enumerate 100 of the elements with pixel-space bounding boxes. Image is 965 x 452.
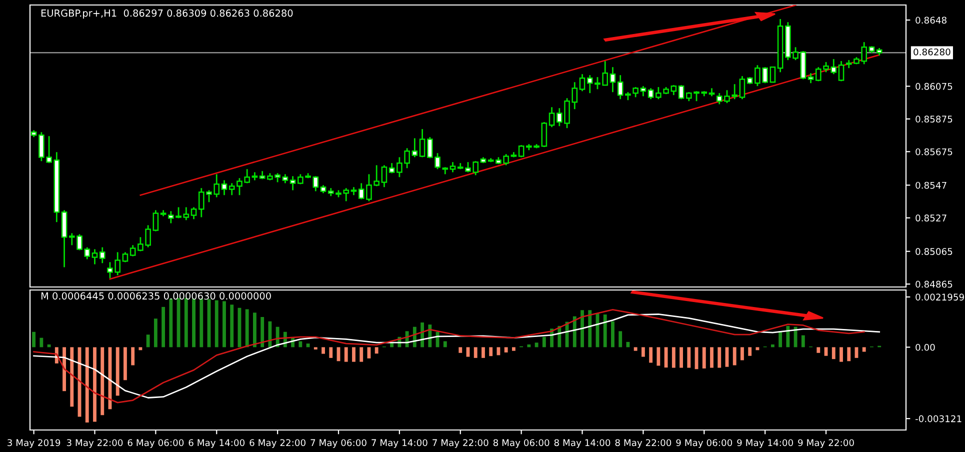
bar xyxy=(32,332,36,348)
y-tick-label: 0.85875 xyxy=(916,116,952,123)
bar xyxy=(862,347,866,352)
bar xyxy=(192,298,196,348)
candlestick xyxy=(579,73,586,92)
bar xyxy=(146,334,150,348)
bar xyxy=(672,347,676,368)
bar xyxy=(131,347,135,366)
bar xyxy=(352,347,356,362)
x-tick-label: 7 May 14:00 xyxy=(372,439,428,448)
bar xyxy=(482,347,485,358)
x-tick-label: 7 May 22:00 xyxy=(432,439,488,448)
bar xyxy=(230,304,234,348)
bar xyxy=(466,347,470,357)
bar xyxy=(832,347,836,360)
x-tick-label: 9 May 06:00 xyxy=(676,439,732,448)
bar xyxy=(360,347,364,362)
bar xyxy=(298,341,302,348)
bar xyxy=(200,298,204,348)
ref-line-label: 0.86280 xyxy=(914,48,950,56)
bar xyxy=(184,298,188,348)
bar xyxy=(542,336,546,348)
bar xyxy=(794,326,798,348)
bar xyxy=(534,342,538,348)
candlestick xyxy=(739,75,746,100)
candlestick xyxy=(632,86,638,98)
candlestick xyxy=(152,209,159,232)
candlestick xyxy=(648,88,654,100)
x-tick-label: 3 May 2019 xyxy=(8,439,60,448)
bar xyxy=(214,300,218,348)
chart-title: EURGBP.pr+,H1 0.86297 0.86309 0.86263 0.86280 xyxy=(41,9,293,19)
candlestick xyxy=(678,84,684,100)
bar xyxy=(124,347,127,380)
candlestick xyxy=(770,66,776,83)
bar xyxy=(329,347,333,358)
x-tick-label: 6 May 06:00 xyxy=(128,439,184,448)
bar xyxy=(344,347,348,362)
bar xyxy=(154,318,158,348)
bar xyxy=(816,347,820,353)
bar xyxy=(718,347,722,368)
chart-title: M 0.0006445 0.0006235 0.0000630 0.0000000 xyxy=(41,292,271,300)
x-tick-label: 7 May 06:00 xyxy=(310,439,366,448)
bar xyxy=(756,347,760,350)
y-tick-label: 0.86075 xyxy=(916,82,952,90)
bar xyxy=(374,347,378,354)
x-tick-label: 6 May 14:00 xyxy=(188,439,245,448)
candlestick xyxy=(450,161,456,173)
bar xyxy=(504,347,508,352)
candlestick xyxy=(808,72,814,84)
bar xyxy=(322,347,325,354)
candlestick xyxy=(419,128,426,158)
bar xyxy=(489,347,493,356)
bar xyxy=(527,344,531,348)
bar xyxy=(603,314,607,348)
bar xyxy=(162,306,166,348)
x-tick-label: 8 May 14:00 xyxy=(554,439,610,448)
bar xyxy=(85,347,89,422)
y-tick-label: 0.84865 xyxy=(916,280,952,288)
x-tick-label: 9 May 14:00 xyxy=(737,439,793,448)
candlestick xyxy=(610,66,616,93)
bar xyxy=(611,321,614,348)
candlestick xyxy=(290,175,296,191)
bar xyxy=(138,347,142,350)
bar xyxy=(740,347,744,360)
y-tick-label: 0.8547 xyxy=(916,182,946,189)
bar xyxy=(260,316,264,348)
bar xyxy=(680,347,683,368)
bar xyxy=(854,347,858,358)
bar xyxy=(641,347,645,357)
y-tick-label: 0.0021959 xyxy=(916,294,964,301)
bar xyxy=(588,310,592,348)
bar xyxy=(710,347,714,368)
bar xyxy=(70,347,74,407)
bar xyxy=(443,341,447,348)
bar xyxy=(458,347,462,353)
bar xyxy=(702,347,706,368)
candlestick xyxy=(99,246,106,264)
x-tick-label: 8 May 22:00 xyxy=(615,439,672,448)
bar xyxy=(748,347,752,356)
candlestick xyxy=(541,121,548,148)
x-tick-label: 3 May 22:00 xyxy=(66,439,123,448)
bar xyxy=(634,347,638,351)
bar xyxy=(656,347,660,366)
x-tick-label: 8 May 06:00 xyxy=(493,439,550,448)
bar xyxy=(47,344,51,348)
y-tick-label: 0.8527 xyxy=(916,214,946,222)
candlestick xyxy=(670,84,677,96)
bar xyxy=(222,301,226,348)
candlestick xyxy=(381,164,388,188)
bar xyxy=(367,347,371,358)
y-tick-label: 0.8648 xyxy=(916,16,946,24)
bar xyxy=(245,309,249,348)
y-tick-label: 0.00 xyxy=(916,344,935,351)
bar xyxy=(253,312,256,348)
bar xyxy=(786,326,790,348)
bar xyxy=(687,347,691,368)
candlestick xyxy=(838,60,844,82)
bar xyxy=(40,338,44,348)
bar xyxy=(732,347,736,366)
candlestick xyxy=(92,248,98,265)
